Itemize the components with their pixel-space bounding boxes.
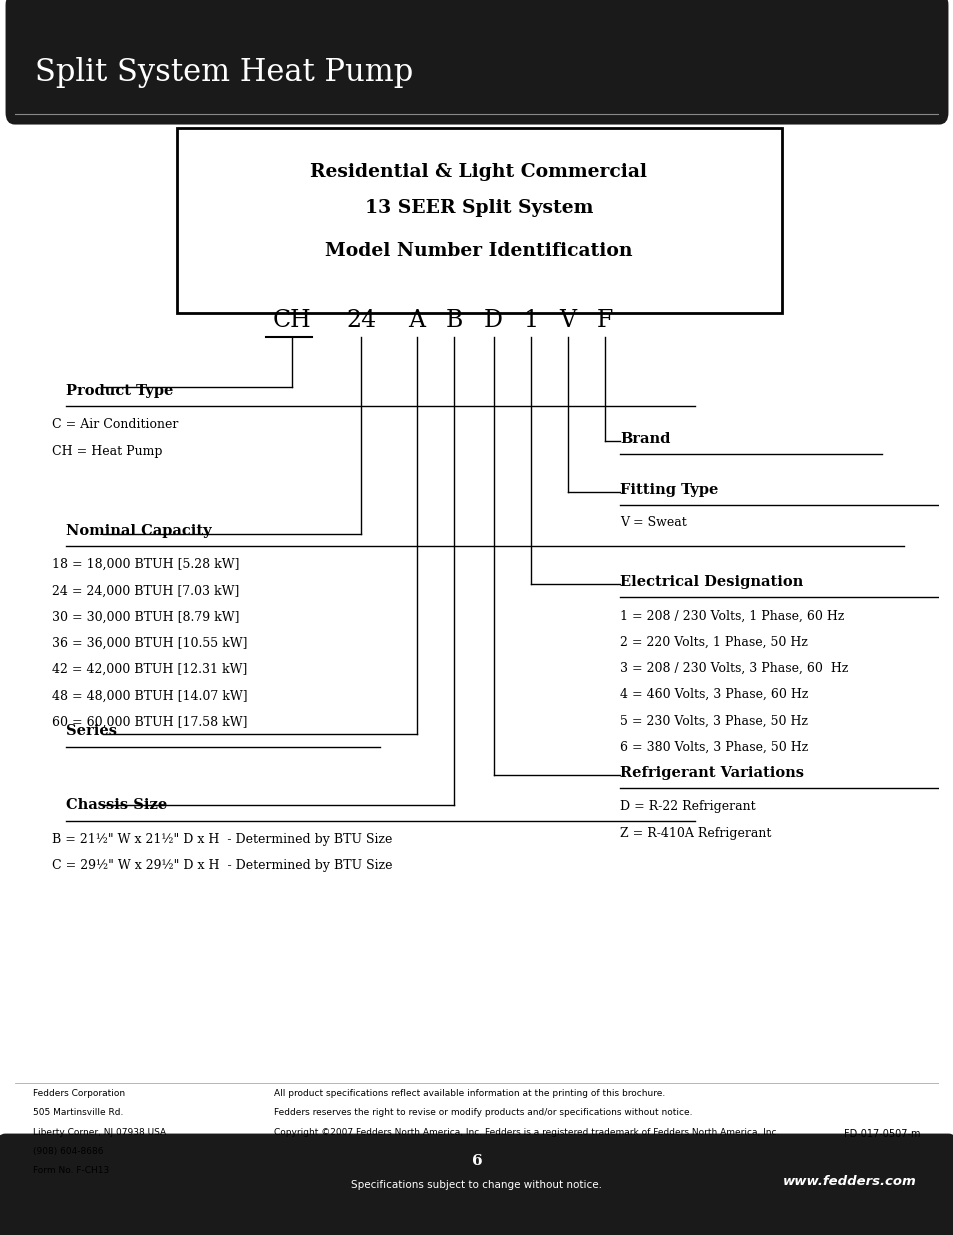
Text: 1: 1 bbox=[522, 309, 537, 332]
Text: (908) 604-8686: (908) 604-8686 bbox=[33, 1147, 104, 1156]
Text: 4 = 460 Volts, 3 Phase, 60 Hz: 4 = 460 Volts, 3 Phase, 60 Hz bbox=[619, 688, 808, 701]
Text: CH = Heat Pump: CH = Heat Pump bbox=[51, 445, 162, 457]
Text: F: F bbox=[596, 309, 612, 332]
Text: A: A bbox=[408, 309, 425, 332]
Text: V: V bbox=[558, 309, 576, 332]
Text: Fedders Corporation: Fedders Corporation bbox=[33, 1089, 125, 1098]
Text: Residential & Light Commercial: Residential & Light Commercial bbox=[310, 163, 647, 182]
Text: Split System Heat Pump: Split System Heat Pump bbox=[35, 57, 413, 88]
Text: Refrigerant Variations: Refrigerant Variations bbox=[619, 766, 803, 781]
Text: 3 = 208 / 230 Volts, 3 Phase, 60  Hz: 3 = 208 / 230 Volts, 3 Phase, 60 Hz bbox=[619, 662, 848, 674]
Text: CH: CH bbox=[273, 309, 311, 332]
Text: 30 = 30,000 BTUH [8.79 kW]: 30 = 30,000 BTUH [8.79 kW] bbox=[51, 610, 239, 624]
Text: Product Type: Product Type bbox=[66, 384, 172, 398]
Text: 6 = 380 Volts, 3 Phase, 50 Hz: 6 = 380 Volts, 3 Phase, 50 Hz bbox=[619, 741, 808, 753]
Text: Liberty Corner, NJ 07938 USA: Liberty Corner, NJ 07938 USA bbox=[33, 1128, 166, 1136]
Text: 24 = 24,000 BTUH [7.03 kW]: 24 = 24,000 BTUH [7.03 kW] bbox=[51, 584, 239, 598]
Text: Nominal Capacity: Nominal Capacity bbox=[66, 524, 211, 537]
Text: B = 21½" W x 21½" D x H  - Determined by BTU Size: B = 21½" W x 21½" D x H - Determined by … bbox=[51, 832, 392, 846]
Text: Chassis Size: Chassis Size bbox=[66, 798, 167, 813]
Text: C = 29½" W x 29½" D x H  - Determined by BTU Size: C = 29½" W x 29½" D x H - Determined by … bbox=[51, 858, 392, 872]
Text: Copyright ©2007 Fedders North America, Inc. Fedders is a registered trademark of: Copyright ©2007 Fedders North America, I… bbox=[274, 1128, 779, 1136]
Text: V = Sweat: V = Sweat bbox=[619, 516, 686, 530]
Text: Series: Series bbox=[66, 724, 116, 739]
Text: D = R-22 Refrigerant: D = R-22 Refrigerant bbox=[619, 800, 755, 814]
Text: C = Air Conditioner: C = Air Conditioner bbox=[51, 419, 178, 431]
Text: Specifications subject to change without notice.: Specifications subject to change without… bbox=[351, 1179, 602, 1189]
Text: D: D bbox=[483, 309, 502, 332]
Text: 24: 24 bbox=[346, 309, 376, 332]
Text: www.fedders.com: www.fedders.com bbox=[781, 1174, 915, 1188]
Text: Form No. F-CH13: Form No. F-CH13 bbox=[33, 1166, 110, 1174]
Text: 36 = 36,000 BTUH [10.55 kW]: 36 = 36,000 BTUH [10.55 kW] bbox=[51, 637, 247, 650]
Text: 1 = 208 / 230 Volts, 1 Phase, 60 Hz: 1 = 208 / 230 Volts, 1 Phase, 60 Hz bbox=[619, 609, 843, 622]
FancyBboxPatch shape bbox=[6, 0, 947, 125]
Text: Z = R-410A Refrigerant: Z = R-410A Refrigerant bbox=[619, 826, 771, 840]
Text: Electrical Designation: Electrical Designation bbox=[619, 574, 802, 589]
Text: B: B bbox=[445, 309, 462, 332]
Text: Fitting Type: Fitting Type bbox=[619, 483, 718, 496]
Text: Fedders reserves the right to revise or modify products and/or specifications wi: Fedders reserves the right to revise or … bbox=[274, 1109, 691, 1118]
Text: 5 = 230 Volts, 3 Phase, 50 Hz: 5 = 230 Volts, 3 Phase, 50 Hz bbox=[619, 714, 807, 727]
Text: 60 = 60,000 BTUH [17.58 kW]: 60 = 60,000 BTUH [17.58 kW] bbox=[51, 715, 247, 729]
Text: 13 SEER Split System: 13 SEER Split System bbox=[364, 199, 593, 217]
Text: 2 = 220 Volts, 1 Phase, 50 Hz: 2 = 220 Volts, 1 Phase, 50 Hz bbox=[619, 636, 807, 648]
Text: Brand: Brand bbox=[619, 431, 670, 446]
Text: FD-017-0507-m: FD-017-0507-m bbox=[843, 1129, 920, 1139]
FancyBboxPatch shape bbox=[0, 1134, 953, 1235]
Text: 42 = 42,000 BTUH [12.31 kW]: 42 = 42,000 BTUH [12.31 kW] bbox=[51, 663, 247, 676]
Text: 505 Martinsville Rd.: 505 Martinsville Rd. bbox=[33, 1109, 124, 1118]
Text: All product specifications reflect available information at the printing of this: All product specifications reflect avail… bbox=[274, 1089, 664, 1098]
Text: 6: 6 bbox=[471, 1153, 482, 1168]
Text: 48 = 48,000 BTUH [14.07 kW]: 48 = 48,000 BTUH [14.07 kW] bbox=[51, 689, 247, 703]
FancyBboxPatch shape bbox=[176, 128, 781, 314]
Text: Model Number Identification: Model Number Identification bbox=[325, 242, 632, 261]
Text: 18 = 18,000 BTUH [5.28 kW]: 18 = 18,000 BTUH [5.28 kW] bbox=[51, 558, 239, 571]
